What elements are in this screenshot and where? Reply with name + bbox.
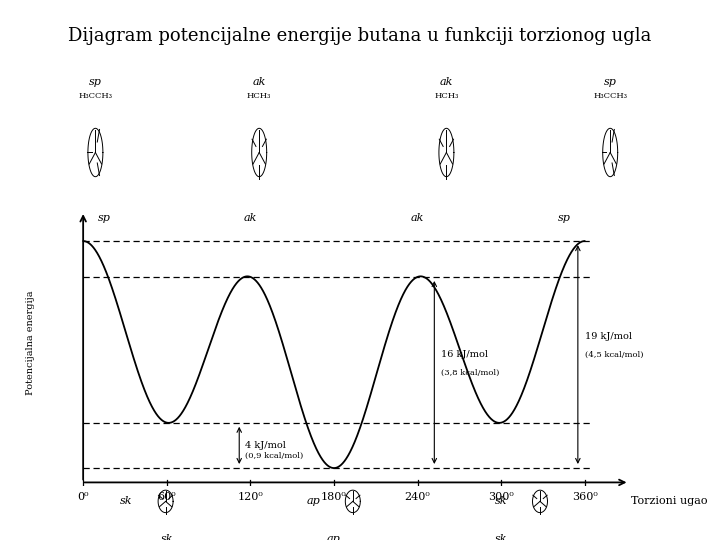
Text: (3,8 kcal/mol): (3,8 kcal/mol): [441, 368, 500, 376]
Text: Dijagram potencijalne energije butana u funkciji torzionog ugla: Dijagram potencijalne energije butana u …: [68, 27, 652, 45]
Text: sp: sp: [557, 213, 570, 223]
Text: sp: sp: [89, 77, 102, 87]
Text: ak: ak: [243, 213, 257, 223]
Text: ak: ak: [411, 213, 424, 223]
Text: (0,9 kcal/mol): (0,9 kcal/mol): [245, 452, 303, 460]
Text: Torzioni ugao: Torzioni ugao: [631, 496, 707, 505]
Text: 360⁰: 360⁰: [572, 492, 598, 502]
Text: HCH₃: HCH₃: [434, 92, 459, 100]
Text: ak: ak: [440, 77, 453, 87]
Text: sk: sk: [161, 534, 173, 540]
Text: sp: sp: [604, 77, 616, 87]
Text: H₃CCH₃: H₃CCH₃: [78, 92, 112, 100]
Text: (4,5 kcal/mol): (4,5 kcal/mol): [585, 350, 644, 359]
Text: ak: ak: [253, 77, 266, 87]
Text: ap: ap: [327, 534, 341, 540]
Text: sk: sk: [495, 496, 508, 507]
Text: 16 kJ/mol: 16 kJ/mol: [441, 350, 488, 359]
Text: 4 kJ/mol: 4 kJ/mol: [245, 441, 286, 450]
Text: 0⁰: 0⁰: [77, 492, 89, 502]
Text: 120⁰: 120⁰: [238, 492, 264, 502]
Text: sk: sk: [495, 534, 508, 540]
Text: sk: sk: [120, 496, 133, 507]
Text: HCH₃: HCH₃: [247, 92, 271, 100]
Text: 60⁰: 60⁰: [158, 492, 176, 502]
Text: 240⁰: 240⁰: [405, 492, 431, 502]
Text: 180⁰: 180⁰: [321, 492, 347, 502]
Text: sp: sp: [98, 213, 110, 223]
Text: H₃CCH₃: H₃CCH₃: [593, 92, 627, 100]
Text: ap: ap: [307, 496, 320, 507]
Text: 300⁰: 300⁰: [488, 492, 514, 502]
Text: 19 kJ/mol: 19 kJ/mol: [585, 332, 632, 341]
Text: Potencijalna energija: Potencijalna energija: [26, 291, 35, 395]
